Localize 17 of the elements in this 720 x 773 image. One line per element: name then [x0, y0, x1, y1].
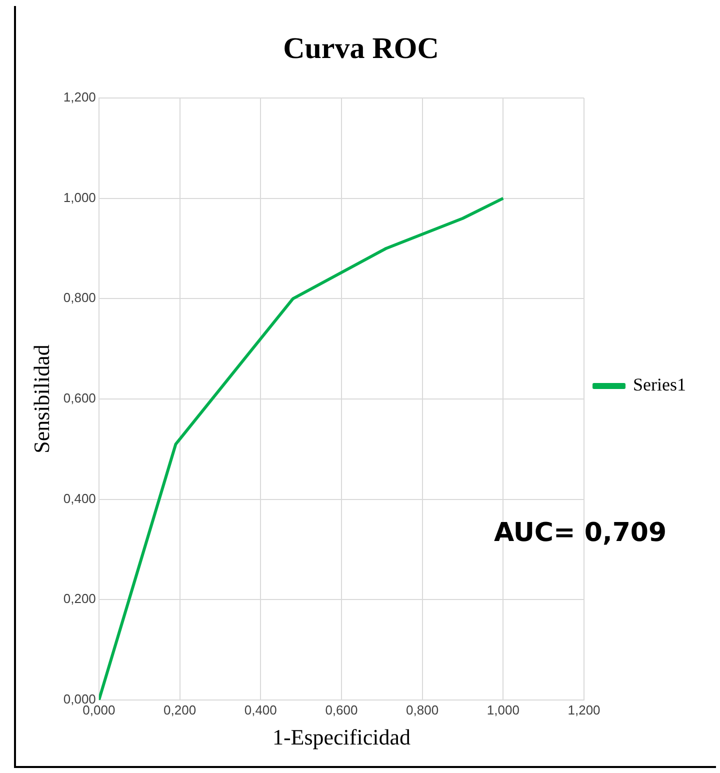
- y-tick-label: 0,800: [63, 290, 96, 306]
- y-tick-label: 1,000: [63, 190, 96, 205]
- x-axis-title: 1-Especificidad: [272, 724, 411, 750]
- y-tick-label: 0,200: [63, 591, 96, 606]
- x-tick-label: 0,800: [406, 702, 439, 718]
- legend-label: Series1: [633, 374, 686, 395]
- y-tick-label: 0,600: [63, 390, 96, 406]
- x-tick-label: 0,600: [325, 702, 358, 718]
- x-tick-label: 0,200: [164, 702, 196, 718]
- x-tick-label: 1,000: [486, 702, 520, 718]
- y-axis-title: Sensibilidad: [28, 344, 54, 454]
- chart-title: Curva ROC: [283, 32, 439, 65]
- y-tick-label: 1,200: [63, 90, 96, 105]
- x-tick-label: 1,200: [568, 702, 600, 718]
- annotation: AUC= 0,709: [494, 518, 667, 548]
- x-tick-label: 0,400: [244, 702, 277, 718]
- y-tick-label: 0,400: [63, 490, 96, 506]
